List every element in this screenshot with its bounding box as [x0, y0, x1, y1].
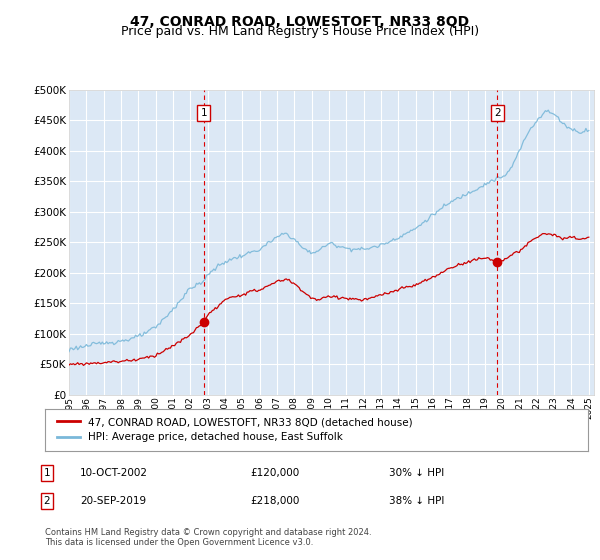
- Text: £218,000: £218,000: [251, 496, 300, 506]
- Text: 30% ↓ HPI: 30% ↓ HPI: [389, 468, 444, 478]
- Text: 10-OCT-2002: 10-OCT-2002: [80, 468, 148, 478]
- Text: 1: 1: [43, 468, 50, 478]
- Legend: 47, CONRAD ROAD, LOWESTOFT, NR33 8QD (detached house), HPI: Average price, detac: 47, CONRAD ROAD, LOWESTOFT, NR33 8QD (de…: [53, 413, 417, 446]
- Text: 47, CONRAD ROAD, LOWESTOFT, NR33 8QD: 47, CONRAD ROAD, LOWESTOFT, NR33 8QD: [130, 15, 470, 29]
- Text: 1: 1: [200, 108, 207, 118]
- Text: 38% ↓ HPI: 38% ↓ HPI: [389, 496, 444, 506]
- Text: 20-SEP-2019: 20-SEP-2019: [80, 496, 146, 506]
- Text: Contains HM Land Registry data © Crown copyright and database right 2024.
This d: Contains HM Land Registry data © Crown c…: [45, 528, 371, 547]
- Text: 2: 2: [494, 108, 500, 118]
- Text: 2: 2: [43, 496, 50, 506]
- Text: Price paid vs. HM Land Registry's House Price Index (HPI): Price paid vs. HM Land Registry's House …: [121, 25, 479, 38]
- Text: £120,000: £120,000: [251, 468, 300, 478]
